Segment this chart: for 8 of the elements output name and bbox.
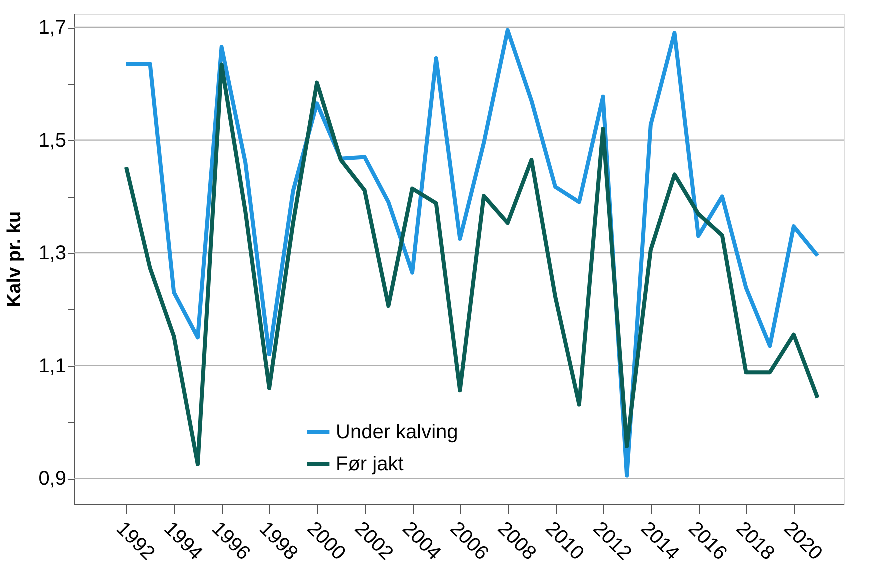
legend-label: Under kalving [336, 422, 458, 444]
y-axis-title: Kalv pr. ku [4, 211, 26, 308]
y-tick-label: 1,5 [38, 130, 66, 152]
y-tick-label: 1,1 [38, 355, 66, 378]
y-tick-label: 1,3 [38, 242, 66, 265]
legend-label: Før jakt [336, 454, 404, 476]
y-tick-label: 0,9 [38, 468, 66, 490]
y-tick-label: 1,7 [38, 17, 66, 40]
